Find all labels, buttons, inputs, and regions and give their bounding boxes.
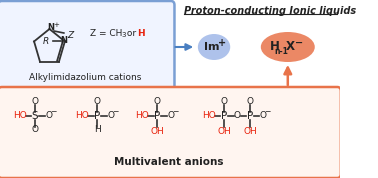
Text: −: − [294, 38, 303, 48]
Text: Im: Im [204, 42, 219, 52]
Text: O: O [234, 111, 241, 121]
Text: O: O [32, 125, 39, 135]
Text: +: + [218, 38, 226, 48]
Text: OH: OH [150, 127, 164, 135]
Text: HO: HO [13, 111, 27, 121]
Text: O: O [246, 98, 254, 106]
Text: HO: HO [75, 111, 89, 121]
Text: O: O [107, 111, 114, 121]
Text: or: or [124, 28, 139, 38]
Text: P: P [221, 111, 227, 121]
Text: HO: HO [135, 111, 149, 121]
Text: −: − [112, 108, 118, 116]
Text: −: − [264, 108, 270, 116]
Ellipse shape [261, 32, 315, 62]
Text: Multivalent anions: Multivalent anions [114, 157, 224, 167]
Text: X: X [286, 41, 295, 54]
Text: O: O [45, 111, 52, 121]
Text: −: − [50, 108, 56, 116]
Text: O: O [167, 111, 174, 121]
Text: O: O [154, 98, 161, 106]
Text: −: − [172, 108, 178, 116]
Text: O: O [220, 98, 228, 106]
Text: OH: OH [217, 127, 231, 135]
Text: P: P [94, 111, 100, 121]
Text: Z: Z [67, 30, 74, 40]
Text: Alkylimidazolium cations: Alkylimidazolium cations [29, 73, 142, 82]
Text: Proton-conducting Ionic liquids: Proton-conducting Ionic liquids [184, 6, 356, 16]
FancyBboxPatch shape [0, 1, 175, 92]
Text: O: O [259, 111, 266, 121]
Text: O: O [32, 98, 39, 106]
Text: 3: 3 [121, 32, 126, 38]
Text: n-1: n-1 [274, 46, 288, 56]
Text: R: R [42, 37, 49, 46]
Text: H: H [138, 28, 145, 38]
Text: P: P [154, 111, 161, 121]
Text: O: O [94, 98, 101, 106]
Text: +: + [53, 22, 59, 28]
Text: H: H [270, 41, 280, 54]
Text: N: N [60, 36, 67, 45]
Text: S: S [32, 111, 39, 121]
Ellipse shape [198, 34, 230, 60]
Text: P: P [247, 111, 253, 121]
Text: HO: HO [202, 111, 215, 121]
FancyBboxPatch shape [0, 87, 341, 178]
Text: Z = CH: Z = CH [90, 28, 122, 38]
Text: H: H [94, 125, 101, 135]
Text: N: N [47, 23, 54, 33]
Text: OH: OH [243, 127, 257, 135]
